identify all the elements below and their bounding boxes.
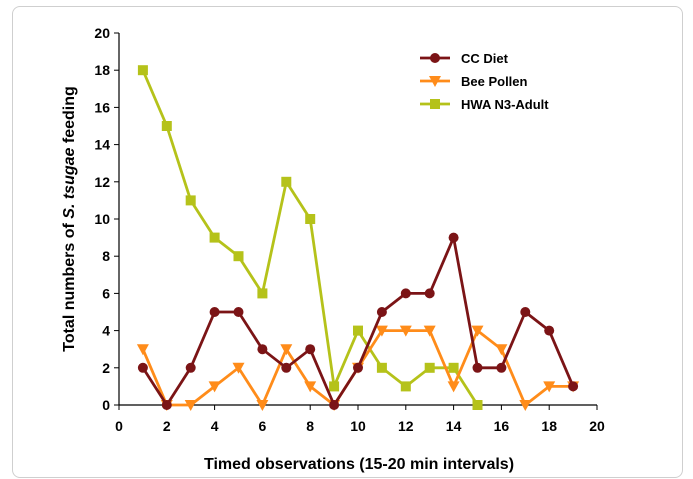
series-cc-diet (137, 232, 579, 410)
data-point (280, 344, 293, 356)
data-point (137, 362, 148, 373)
data-point (256, 400, 269, 411)
data-point (305, 214, 316, 224)
data-point (305, 344, 316, 355)
data-point (496, 362, 507, 373)
y-tick-label: 8 (102, 248, 110, 264)
x-axis-label: Timed observations (15-20 min intervals) (204, 456, 514, 473)
data-point (209, 232, 220, 243)
x-tick-label: 18 (541, 418, 557, 434)
x-tick-label: 8 (306, 418, 314, 434)
data-point (424, 362, 435, 373)
legend-marker (430, 99, 440, 109)
data-point (519, 400, 532, 411)
y-tick-label: 20 (94, 25, 110, 41)
axes: 0 2 4 6 8 10 12 14 16 18 20 0 2 4 6 8 10 12 14 16 18 20 (94, 25, 605, 434)
data-point (137, 65, 148, 76)
data-point (544, 325, 555, 336)
data-point (472, 362, 483, 373)
y-tick-label: 16 (94, 99, 110, 115)
data-point (185, 195, 196, 206)
data-point (375, 325, 388, 337)
y-tick-label: 0 (102, 397, 110, 413)
data-point (329, 381, 340, 392)
y-tick-label: 12 (94, 174, 110, 190)
data-point (400, 381, 411, 392)
y-tick-label: 10 (94, 211, 110, 227)
x-tick-label: 14 (446, 418, 462, 434)
data-point (448, 362, 459, 373)
data-point (399, 325, 412, 337)
x-tick-label: 2 (163, 418, 171, 434)
data-point (471, 325, 484, 337)
data-point (161, 121, 172, 131)
data-point (161, 400, 172, 410)
data-point (257, 288, 268, 299)
legend-marker (430, 53, 440, 63)
y-axis-label: Total numbers of S. tsugae feeding (61, 86, 78, 352)
y-tick-label: 14 (94, 137, 110, 153)
data-point (184, 400, 197, 411)
data-point (233, 307, 244, 317)
data-point (376, 307, 387, 317)
data-point (520, 307, 531, 317)
data-point (353, 325, 363, 336)
data-point (329, 400, 340, 410)
legend: CC Diet Bee Pollen HWA N3-Adult (420, 51, 549, 112)
x-tick-label: 6 (259, 418, 267, 434)
data-point (568, 381, 579, 392)
y-tick-label: 2 (102, 360, 110, 376)
legend-label: HWA N3-Adult (461, 97, 549, 112)
data-point (208, 381, 221, 393)
data-point (543, 381, 556, 393)
legend-entry: HWA N3-Adult (420, 97, 549, 112)
y-tick-label: 6 (102, 285, 110, 301)
y-tick-label: 4 (102, 323, 110, 339)
data-point (472, 400, 483, 410)
legend-marker (429, 76, 441, 87)
legend-entry: Bee Pollen (420, 74, 528, 89)
y-axis-label-part-3: feeding (61, 86, 78, 147)
data-point (281, 362, 292, 373)
data-point (423, 325, 436, 337)
data-point (304, 381, 317, 393)
data-point (233, 251, 244, 262)
legend-label: Bee Pollen (461, 74, 528, 89)
x-tick-label: 0 (115, 418, 123, 434)
x-tick-label: 12 (398, 418, 414, 434)
series-line (141, 236, 575, 407)
data-point (257, 344, 268, 355)
data-point (353, 362, 363, 373)
data-point (281, 176, 292, 187)
data-point (447, 381, 460, 393)
y-axis-label-part-1: Total numbers of (61, 219, 78, 352)
series-layer (136, 65, 580, 411)
legend-label: CC Diet (461, 51, 509, 66)
x-tick-label: 16 (494, 418, 510, 434)
x-tick-label: 4 (211, 418, 219, 434)
data-point (185, 362, 196, 373)
data-point (400, 288, 411, 299)
x-tick-label: 10 (350, 418, 366, 434)
data-point (448, 232, 459, 243)
legend-entry: CC Diet (420, 51, 509, 66)
y-axis-label-species: S. tsugae (61, 147, 78, 218)
series-line (141, 69, 479, 406)
data-point (209, 307, 220, 317)
chart-frame (12, 6, 683, 478)
data-point (495, 344, 508, 356)
series-hwa-n3-adult (137, 65, 483, 410)
data-point (424, 288, 435, 299)
data-point (136, 344, 149, 356)
x-tick-label: 20 (589, 418, 605, 434)
data-point (232, 362, 245, 374)
data-point (376, 362, 387, 373)
y-tick-label: 18 (94, 62, 110, 78)
